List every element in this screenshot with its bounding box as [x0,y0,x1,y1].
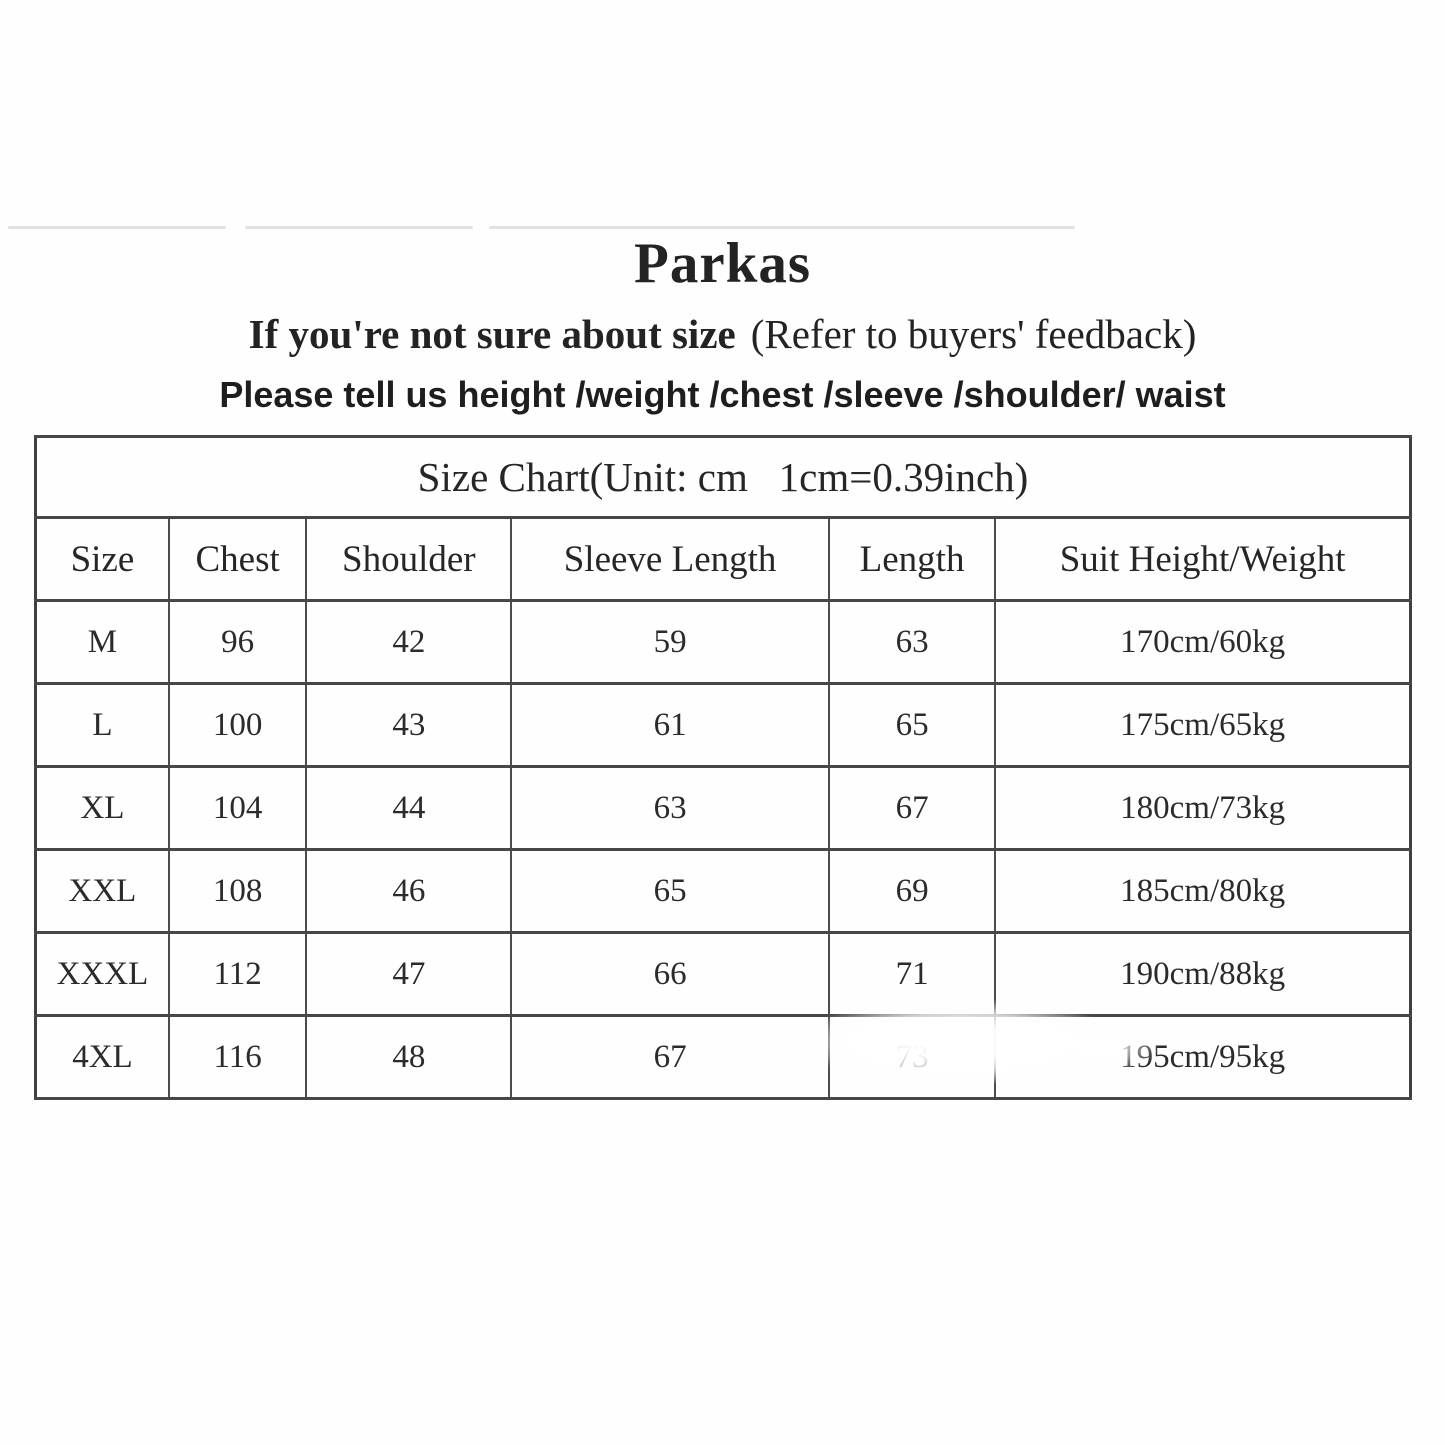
shoulder-cell: 43 [305,682,513,768]
size-cell: 4XL [34,1014,170,1100]
chest-cell: 100 [167,682,308,768]
suit-height-weight-cell: 185cm/80kg [994,848,1412,934]
shoulder-cell: 44 [305,765,513,851]
sleeve-length-cell: 59 [510,599,830,685]
shoulder-cell: 48 [305,1014,513,1100]
scan-artifact-line [245,226,473,229]
size-cell: XL [34,765,170,851]
size-note: If you're not sure about size (Refer to … [0,310,1445,358]
table-row-4xl: 4XL 116 48 67 73 195cm/95kg [34,1014,1412,1100]
size-cell: XXXL [34,931,170,1017]
suit-height-weight-cell: 190cm/88kg [994,931,1412,1017]
table-row-l: L 100 43 61 65 175cm/65kg [34,682,1412,768]
length-cell: 67 [827,765,997,851]
chest-cell: 116 [167,1014,308,1100]
size-note-bold: If you're not sure about size [248,311,736,357]
scan-artifact-line [489,226,1075,229]
shoulder-cell: 42 [305,599,513,685]
sleeve-length-cell: 61 [510,682,830,768]
size-cell: M [34,599,170,685]
table-row-xxl: XXL 108 46 65 69 185cm/80kg [34,848,1412,934]
size-cell: L [34,682,170,768]
table-header-row: Size Chest Shoulder Sleeve Length Length… [34,516,1412,602]
table-caption: Size Chart(Unit: cm 1cm=0.39inch) [34,435,1412,519]
chest-cell: 112 [167,931,308,1017]
col-header-size: Size [34,516,170,602]
length-cell: 69 [827,848,997,934]
col-header-shoulder: Shoulder [305,516,513,602]
length-cell: 73 [827,1014,997,1100]
chest-cell: 96 [167,599,308,685]
sleeve-length-cell: 63 [510,765,830,851]
length-cell: 63 [827,599,997,685]
size-cell: XXL [34,848,170,934]
size-chart-table: Size Chart(Unit: cm 1cm=0.39inch) Size C… [34,435,1412,1100]
suit-height-weight-cell: 170cm/60kg [994,599,1412,685]
scan-artifact-line [8,226,226,229]
table-row-xl: XL 104 44 63 67 180cm/73kg [34,765,1412,851]
table-caption-row: Size Chart(Unit: cm 1cm=0.39inch) [34,435,1412,519]
sleeve-length-cell: 65 [510,848,830,934]
shoulder-cell: 47 [305,931,513,1017]
sleeve-length-cell: 66 [510,931,830,1017]
size-note-reference: (Refer to buyers' feedback) [750,311,1197,357]
chest-cell: 104 [167,765,308,851]
suit-height-weight-cell: 180cm/73kg [994,765,1412,851]
chest-cell: 108 [167,848,308,934]
col-header-suit-height-weight: Suit Height/Weight [994,516,1412,602]
length-cell: 71 [827,931,997,1017]
col-header-length: Length [827,516,997,602]
shoulder-cell: 46 [305,848,513,934]
measure-instruction: Please tell us height /weight /chest /sl… [219,374,1226,415]
table-row-m: M 96 42 59 63 170cm/60kg [34,599,1412,685]
col-header-sleeve-length: Sleeve Length [510,516,830,602]
length-cell: 65 [827,682,997,768]
page-title: Parkas [634,232,811,295]
col-header-chest: Chest [167,516,308,602]
sleeve-length-cell: 67 [510,1014,830,1100]
table-row-xxxl: XXXL 112 47 66 71 190cm/88kg [34,931,1412,1017]
suit-height-weight-cell: 195cm/95kg [994,1014,1412,1100]
suit-height-weight-cell: 175cm/65kg [994,682,1412,768]
